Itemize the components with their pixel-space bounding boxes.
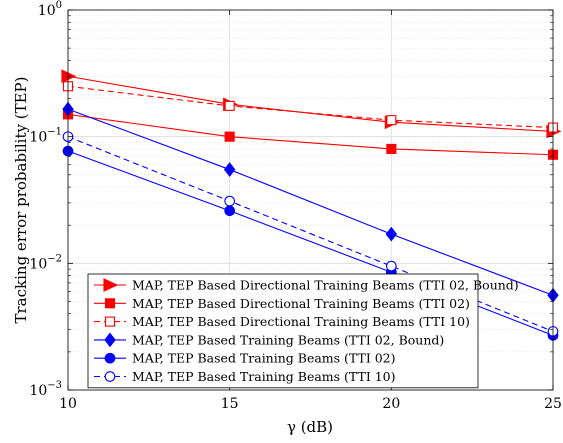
y-tick-label: 10−2 [29,253,62,272]
legend-box [87,273,479,389]
legend-marker [103,278,119,292]
legend-marker [104,332,116,348]
legend-label: MAP, TEP Based Directional Training Beam… [132,278,519,293]
data-point [224,100,235,111]
data-point [385,226,398,242]
legend-marker [104,371,116,382]
plot-frame [67,9,554,391]
y-tick-label: 10−1 [29,127,62,146]
data-point [385,260,397,272]
legend-item: MAP, TEP Based Training Beams (TTI 02) [94,351,396,366]
data-point [224,205,236,217]
data-point [224,131,235,142]
data-point [386,143,397,154]
y-tick-label: 100 [38,0,62,19]
legend-marker [104,298,116,309]
legend-marker [104,316,116,327]
legend-label: MAP, TEP Based Directional Training Beam… [132,314,470,329]
legend-item: MAP, TEP Based Directional Training Beam… [94,278,519,293]
ticks: 10 15 20 25 10−3 10−2 10−1 100 [29,0,561,412]
y-tick-label: 10−3 [29,380,62,399]
x-tick-label: 20 [382,396,400,412]
x-axis-label: γ (dB) [287,418,333,436]
legend-label: MAP, TEP Based Training Beams (TTI 10) [132,369,396,384]
x-tick-label: 25 [544,396,562,412]
series-line [67,108,554,296]
legend-item: MAP, TEP Based Training Beams (TTI 02, B… [94,332,444,347]
legend-marker [104,352,116,364]
x-tick-label: 15 [221,396,239,412]
data-point [224,195,236,207]
legend-item: MAP, TEP Based Directional Training Beam… [94,296,470,311]
legend-label: MAP, TEP Based Directional Training Beam… [132,296,470,311]
y-axis-label: Tracking error probability (TEP) [12,77,30,324]
data-point [223,162,236,177]
data-point [386,115,397,126]
legend: MAP, TEP Based Directional Training Beam… [87,273,519,389]
series-4 [62,101,559,303]
legend-label: MAP, TEP Based Training Beams (TTI 02) [132,351,396,366]
x-tick-label: 10 [59,396,77,412]
legend-item: MAP, TEP Based Training Beams (TTI 10) [94,369,396,384]
series-line [67,85,554,129]
series-line [67,113,554,156]
legend-label: MAP, TEP Based Training Beams (TTI 02, B… [132,332,444,347]
legend-item: MAP, TEP Based Directional Training Beam… [94,314,470,329]
